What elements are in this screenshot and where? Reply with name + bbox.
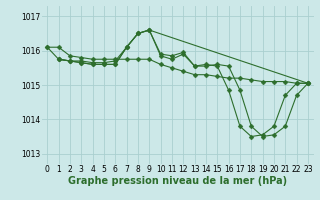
X-axis label: Graphe pression niveau de la mer (hPa): Graphe pression niveau de la mer (hPa)	[68, 176, 287, 186]
